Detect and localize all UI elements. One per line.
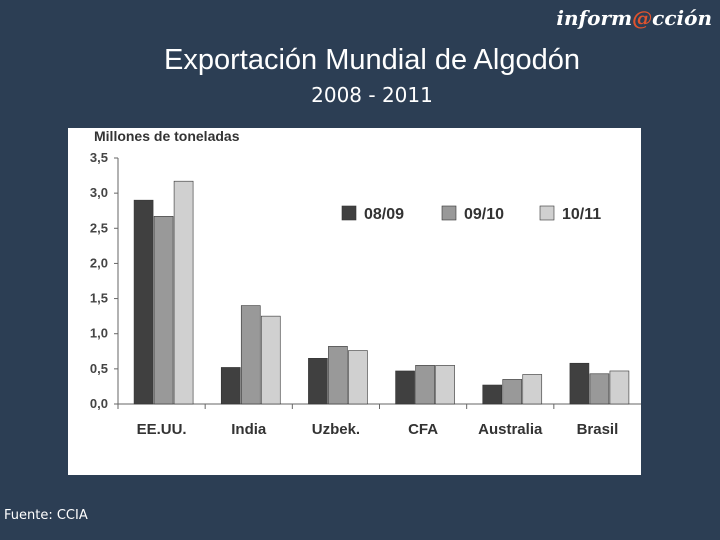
bar-09-10-5: [589, 373, 610, 405]
bar-08-09-0: [133, 199, 154, 405]
slide-subtitle: 2008 - 2011: [311, 83, 433, 107]
y-tick-label: 1,5: [90, 291, 108, 306]
chart-panel: Millones de toneladas 0,0 0,5 1,0 1,5 2,0 2,5…: [68, 128, 641, 475]
y-tick-label: 0,0: [90, 396, 108, 411]
bar-10-11-5: [609, 370, 630, 405]
x-tick-label: CFA: [408, 421, 438, 438]
y-tick-label: 2,5: [90, 220, 108, 235]
y-tick-label: 0,5: [90, 361, 108, 376]
y-tick-label: 3,5: [90, 150, 108, 165]
bar-10-11-2: [348, 350, 368, 405]
bar-08-09-2: [308, 358, 328, 405]
bar-chart: Millones de toneladas 0,0 0,5 1,0 1,5 2,0 2,5…: [90, 128, 641, 438]
bar-08-09-4: [482, 384, 503, 405]
y-tick-label: 1,0: [90, 326, 108, 341]
source-note: Fuente: CCIA: [4, 508, 88, 523]
x-tick-label: Uzbek.: [312, 421, 360, 438]
y-axis-label: Millones de toneladas: [94, 128, 240, 144]
x-tick-label: India: [231, 421, 267, 438]
x-tick-label: EE.UU.: [137, 421, 187, 438]
legend-label-08-09: 08/09: [364, 206, 404, 223]
bar-09-10-0: [153, 216, 174, 405]
brand-prefix: inform: [556, 6, 633, 30]
legend-swatch-08-09: [341, 205, 357, 221]
bar-08-09-3: [395, 370, 415, 405]
brand-at: @: [632, 6, 653, 30]
legend-label-10-11: 10/11: [562, 206, 601, 223]
x-tick-label: Brasil: [577, 421, 619, 438]
bar-10-11-3: [435, 365, 455, 405]
legend-swatch-09-10: [441, 205, 457, 221]
bar-08-09-5: [569, 362, 590, 405]
bar-09-10-3: [415, 365, 435, 405]
legend-label-09-10: 09/10: [464, 206, 504, 223]
legend-swatch-10-11: [539, 205, 555, 221]
bar-09-10-1: [240, 305, 261, 405]
y-tick-label: 2,0: [90, 255, 108, 270]
y-tick-label: 3,0: [90, 185, 108, 200]
x-tick-label: Australia: [478, 421, 543, 438]
slide-title: Exportación Mundial de Algodón: [164, 44, 580, 76]
bar-08-09-1: [220, 367, 241, 405]
bar-10-11-4: [522, 374, 543, 405]
brand-logo: inform@cción: [556, 6, 712, 30]
bar-10-11-1: [260, 315, 281, 405]
bar-10-11-0: [173, 180, 194, 405]
bar-09-10-4: [502, 379, 523, 405]
brand-suffix: cción: [652, 6, 712, 30]
bar-09-10-2: [328, 346, 348, 405]
